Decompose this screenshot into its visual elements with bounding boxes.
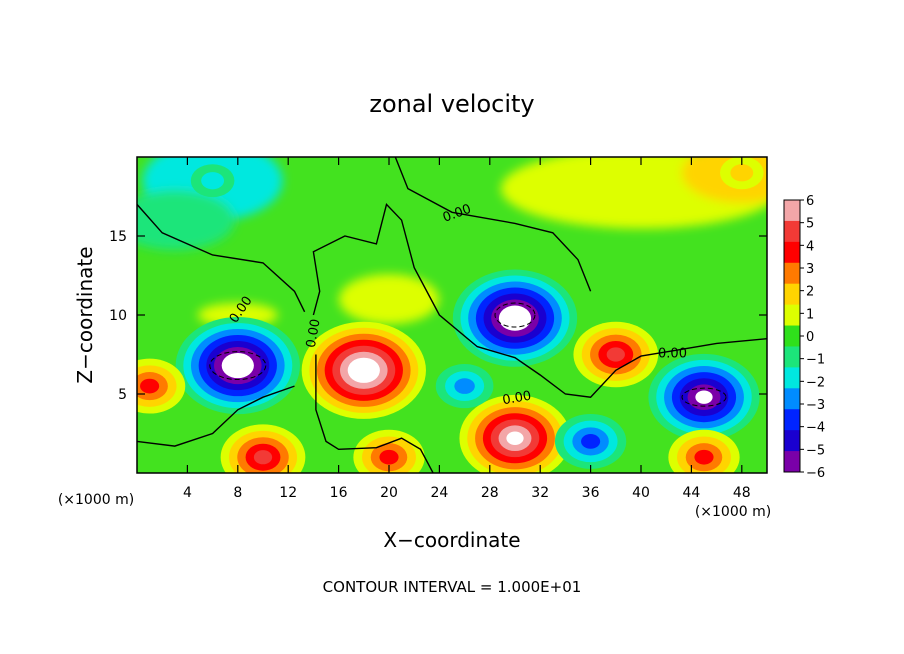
zero-contour-3 bbox=[394, 157, 592, 292]
velocity-feature-1 bbox=[301, 321, 426, 419]
chart-title: zonal velocity bbox=[369, 90, 534, 118]
y-tick-label: 15 bbox=[109, 229, 127, 245]
x-tick-label: 20 bbox=[380, 485, 398, 501]
x-tick-label: 4 bbox=[183, 485, 192, 501]
colorbar-label: −2 bbox=[806, 375, 825, 390]
feature-8-level-3 bbox=[694, 449, 714, 465]
colorbar-swatch bbox=[784, 283, 800, 306]
feature-1-level-6 bbox=[347, 357, 380, 383]
feature-5-level-6 bbox=[695, 390, 713, 404]
x-unit-label: (×1000 m) bbox=[695, 504, 771, 520]
velocity-feature-5 bbox=[648, 353, 760, 441]
x-tick-label: 36 bbox=[582, 485, 600, 501]
colorbar: 6 5 4 3 2 1 0 −1 −2 −3 −4 −5 −6 bbox=[783, 194, 825, 481]
colorbar-swatch bbox=[784, 346, 800, 368]
x-tick-label: 8 bbox=[233, 485, 242, 501]
y-axis-label: Z−coordinate bbox=[73, 246, 97, 383]
x-tick-label: 32 bbox=[531, 485, 549, 501]
x-tick-label: 28 bbox=[481, 485, 499, 501]
plot-area: 0.000.000.000.000.00 4 8 12 16 20 24 28 32 36 40 4… bbox=[109, 156, 768, 501]
colorbar-swatch bbox=[784, 304, 800, 327]
contour-lines bbox=[137, 157, 767, 473]
colorbar-swatch bbox=[784, 388, 800, 410]
velocity-feature-9 bbox=[554, 413, 627, 469]
velocity-feature-3 bbox=[459, 394, 571, 473]
y-tick-label: 10 bbox=[109, 308, 127, 324]
colorbar-swatch bbox=[784, 220, 800, 243]
zero-contour-4 bbox=[137, 385, 295, 447]
contour-interval-footer: CONTOUR INTERVAL = 1.000E+01 bbox=[323, 578, 582, 596]
x-tick-label: 40 bbox=[632, 485, 650, 501]
x-tick-label: 12 bbox=[279, 485, 297, 501]
feature-7-level-4 bbox=[253, 450, 273, 465]
colorbar-label: 1 bbox=[806, 307, 814, 322]
contour-label-3: 0.00 bbox=[501, 389, 532, 409]
negative-contour-2 bbox=[494, 302, 536, 328]
colorbar-swatch bbox=[784, 262, 800, 285]
feature-10-level-3 bbox=[379, 449, 399, 465]
velocity-feature-11 bbox=[435, 364, 494, 409]
feature-4-level-4 bbox=[606, 347, 625, 362]
colorbar-swatch bbox=[784, 241, 800, 264]
velocity-feature-2 bbox=[452, 269, 578, 367]
background-region-4 bbox=[339, 274, 439, 325]
y-tick-label: 5 bbox=[118, 387, 127, 403]
feature-11-level-2 bbox=[454, 378, 475, 394]
background-region-1 bbox=[137, 190, 235, 251]
x-axis-label: X−coordinate bbox=[383, 528, 520, 552]
x-tick-label: 48 bbox=[733, 485, 751, 501]
velocity-feature-4 bbox=[573, 321, 659, 388]
feature-6-level-3 bbox=[140, 378, 160, 394]
feature-9-level-3 bbox=[581, 434, 601, 449]
velocity-field bbox=[137, 157, 767, 473]
velocity-feature-10 bbox=[353, 429, 425, 473]
colorbar-label: −6 bbox=[806, 466, 825, 481]
negative-contour-0 bbox=[209, 351, 267, 381]
feature-3-level-6 bbox=[506, 431, 524, 445]
zero-contour-2 bbox=[315, 354, 434, 473]
colorbar-swatch bbox=[784, 430, 800, 452]
feature-12-level-1 bbox=[201, 172, 225, 190]
x-tick-label: 44 bbox=[682, 485, 700, 501]
colorbar-label: −4 bbox=[806, 421, 825, 436]
velocity-feature-7 bbox=[220, 424, 306, 473]
colorbar-label: −5 bbox=[806, 443, 825, 458]
colorbar-label: 5 bbox=[806, 217, 814, 232]
velocity-feature-0 bbox=[175, 316, 300, 415]
colorbar-swatch bbox=[784, 409, 800, 431]
velocity-feature-13 bbox=[585, 175, 622, 203]
colorbar-label: −3 bbox=[806, 398, 825, 413]
velocity-feature-14 bbox=[719, 157, 764, 190]
colorbar-swatch bbox=[784, 325, 800, 347]
feature-0-level-6 bbox=[221, 352, 254, 379]
colorbar-label: 0 bbox=[806, 330, 814, 345]
contour-label-2: 0.00 bbox=[304, 318, 324, 349]
negative-contour-1 bbox=[681, 387, 727, 407]
x-tick-label: 16 bbox=[330, 485, 348, 501]
feature-14-level-1 bbox=[730, 164, 754, 182]
zero-contour-0 bbox=[137, 203, 306, 313]
colorbar-swatch bbox=[784, 200, 800, 222]
colorbar-swatch bbox=[784, 367, 800, 389]
x-axis-ticks: 4 8 12 16 20 24 28 32 36 40 44 48 bbox=[183, 157, 751, 501]
colorbar-label: −1 bbox=[806, 353, 825, 368]
zero-contour-1 bbox=[312, 203, 767, 398]
contour-label-4: 0.00 bbox=[658, 347, 687, 362]
colorbar-label: 2 bbox=[806, 285, 814, 300]
feature-2-level-6 bbox=[498, 305, 532, 331]
feature-13-level-0 bbox=[585, 175, 622, 203]
x-tick-label: 24 bbox=[430, 485, 448, 501]
colorbar-label: 4 bbox=[806, 239, 814, 254]
velocity-feature-6 bbox=[137, 358, 186, 414]
velocity-feature-12 bbox=[190, 164, 235, 198]
y-axis-ticks: 5 10 15 bbox=[109, 229, 767, 403]
colorbar-label: 3 bbox=[806, 262, 814, 277]
colorbar-swatch bbox=[784, 451, 800, 473]
z-unit-label: (×1000 m) bbox=[58, 492, 134, 508]
velocity-feature-8 bbox=[668, 429, 740, 473]
colorbar-label: 6 bbox=[806, 194, 814, 209]
